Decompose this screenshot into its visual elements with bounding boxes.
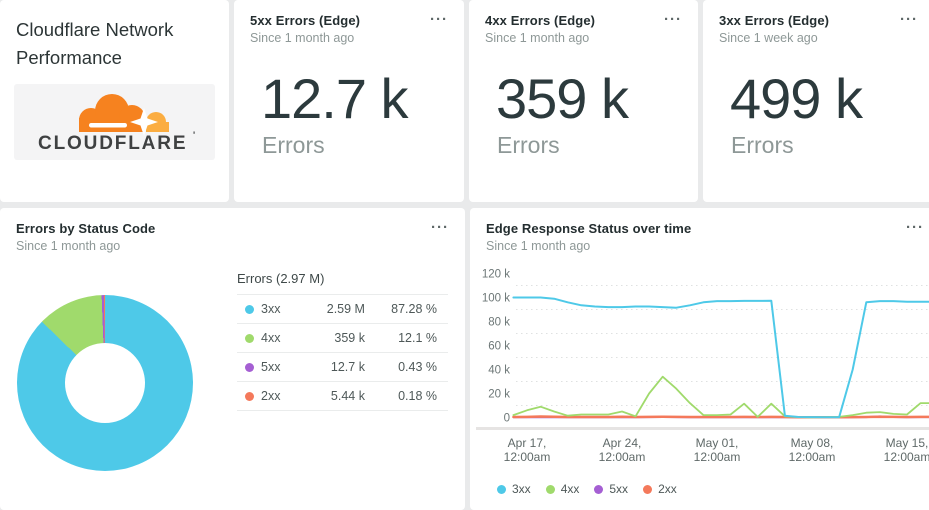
kpi-unit: Errors bbox=[731, 132, 794, 158]
page-title: Cloudflare Network Performance bbox=[16, 19, 174, 68]
table-title: Errors (2.97 M) bbox=[237, 271, 325, 286]
kpi-value: 359 k bbox=[496, 67, 629, 130]
x-axis-tick: Apr 17, bbox=[508, 436, 547, 450]
status-row-2xx[interactable]: 2xx 5.44 k 0.18 % bbox=[237, 382, 448, 411]
card-timeframe: Since 1 month ago bbox=[16, 239, 121, 253]
more-options-button[interactable]: ··· bbox=[900, 220, 924, 235]
legend-color-dot bbox=[643, 484, 653, 494]
x-axis-tick: 12:00am bbox=[504, 450, 551, 464]
legend-item-3xx[interactable]: 3xx bbox=[497, 482, 531, 496]
card-header: 5xx Errors (Edge) Since 1 month ago ··· bbox=[234, 0, 464, 45]
card-title: 4xx Errors (Edge) bbox=[485, 13, 596, 28]
card-header: 4xx Errors (Edge) Since 1 month ago ··· bbox=[469, 0, 698, 45]
card-timeframe: Since 1 month ago bbox=[485, 31, 590, 45]
more-options-button[interactable]: ··· bbox=[425, 220, 449, 235]
series-color-dot bbox=[245, 304, 254, 314]
y-axis-tick: 80 k bbox=[488, 317, 510, 329]
status-row-5xx[interactable]: 5xx 12.7 k 0.43 % bbox=[237, 353, 448, 382]
legend-item-2xx[interactable]: 2xx bbox=[643, 482, 677, 496]
status-row-3xx[interactable]: 3xx 2.59 M 87.28 % bbox=[237, 295, 448, 324]
series-line-3xx bbox=[512, 296, 929, 419]
more-options-button[interactable]: ··· bbox=[894, 12, 918, 27]
status-count: 359 k bbox=[334, 331, 365, 345]
status-table-rows: 3xx 2.59 M 87.28 % 4xx 359 k 12.1 % 5xx 12.7 k 0… bbox=[237, 294, 448, 411]
y-axis-tick: 0 bbox=[504, 413, 510, 425]
top-row: Cloudflare Network Performance bbox=[0, 0, 929, 202]
legend-label: 5xx bbox=[609, 482, 629, 496]
card-title: 3xx Errors (Edge) bbox=[719, 13, 830, 28]
series-color-dot bbox=[245, 333, 254, 343]
status-percent: 0.43 % bbox=[398, 360, 437, 374]
legend-label: 2xx bbox=[658, 482, 677, 496]
x-axis-tick: May 08, bbox=[791, 436, 834, 450]
status-count: 5.44 k bbox=[330, 389, 365, 403]
donut-chart[interactable] bbox=[17, 295, 193, 471]
kpi-value: 12.7 k bbox=[261, 67, 409, 130]
y-axis-tick: 120 k bbox=[482, 269, 510, 281]
more-options-button[interactable]: ··· bbox=[658, 12, 682, 27]
status-percent: 0.18 % bbox=[398, 389, 437, 403]
edge-response-status-card: Edge Response Status over time Since 1 m… bbox=[470, 208, 929, 510]
legend-color-dot bbox=[545, 484, 555, 494]
card-timeframe: Since 1 month ago bbox=[250, 31, 355, 45]
kpi-card-4xx-errors: 4xx Errors (Edge) Since 1 month ago ··· … bbox=[469, 0, 698, 202]
kpi-value: 499 k bbox=[730, 67, 863, 130]
cloudflare-cloud-icon: CLOUDFLARE ' bbox=[38, 94, 195, 154]
card-header: 3xx Errors (Edge) Since 1 week ago ··· bbox=[703, 0, 929, 45]
logo-mark: ' bbox=[193, 130, 195, 140]
status-label: 2xx bbox=[261, 389, 281, 403]
legend-color-dot bbox=[497, 484, 506, 494]
status-count: 12.7 k bbox=[330, 360, 365, 374]
card-timeframe: Since 1 month ago bbox=[486, 239, 591, 253]
card-header: Errors by Status Code Since 1 month ago … bbox=[0, 208, 465, 253]
legend-color-dot bbox=[594, 484, 604, 494]
series-color-dot bbox=[245, 362, 254, 372]
y-axis-tick: 100 k bbox=[482, 293, 510, 305]
x-axis-tick: 12:00am bbox=[694, 450, 741, 464]
kpi-card-3xx-errors: 3xx Errors (Edge) Since 1 week ago ··· 4… bbox=[703, 0, 929, 202]
card-title: Errors by Status Code bbox=[16, 221, 156, 236]
bottom-row: Errors by Status Code Since 1 month ago … bbox=[0, 208, 929, 510]
status-label: 3xx bbox=[261, 302, 281, 316]
status-label: 4xx bbox=[261, 331, 281, 345]
legend-item-5xx[interactable]: 5xx bbox=[594, 482, 628, 496]
status-count: 2.59 M bbox=[326, 302, 365, 316]
kpi-card-5xx-errors: 5xx Errors (Edge) Since 1 month ago ··· … bbox=[234, 0, 464, 202]
card-title: 5xx Errors (Edge) bbox=[250, 13, 361, 28]
x-axis-tick: Apr 24, bbox=[603, 436, 642, 450]
y-axis-tick: 60 k bbox=[488, 341, 510, 353]
x-axis-tick: 12:00am bbox=[789, 450, 836, 464]
legend-label: 4xx bbox=[560, 482, 580, 496]
x-axis-tick: 12:00am bbox=[599, 450, 646, 464]
logo-wordmark: CLOUDFLARE bbox=[38, 133, 188, 154]
kpi-unit: Errors bbox=[262, 132, 325, 158]
status-breakdown-table: Errors (2.97 M) 3xx 2.59 M 87.28 % 4xx 359 k… bbox=[237, 264, 448, 411]
kpi-unit: Errors bbox=[497, 132, 560, 158]
series-line-4xx bbox=[512, 375, 929, 419]
more-options-button[interactable]: ··· bbox=[424, 12, 448, 27]
y-axis-tick: 40 k bbox=[488, 365, 510, 377]
card-timeframe: Since 1 week ago bbox=[719, 31, 818, 45]
series-line-2xx bbox=[512, 415, 929, 419]
card-header: Edge Response Status over time Since 1 m… bbox=[470, 208, 929, 253]
status-percent: 87.28 % bbox=[391, 302, 437, 316]
legend-label: 3xx bbox=[512, 482, 531, 496]
x-axis-tick: May 01, bbox=[696, 436, 739, 450]
cloudflare-logo: CLOUDFLARE ' bbox=[14, 84, 215, 160]
y-axis-tick: 20 k bbox=[488, 389, 510, 401]
x-axis-tick: May 15, bbox=[886, 436, 929, 450]
x-axis-tick: 12:00am bbox=[884, 450, 929, 464]
legend-item-4xx[interactable]: 4xx bbox=[545, 482, 580, 496]
dashboard-title-card: Cloudflare Network Performance bbox=[0, 0, 229, 202]
series-color-dot bbox=[245, 391, 254, 401]
status-percent: 12.1 % bbox=[398, 331, 437, 345]
errors-by-status-code-card: Errors by Status Code Since 1 month ago … bbox=[0, 208, 465, 510]
status-label: 5xx bbox=[261, 360, 281, 374]
status-row-4xx[interactable]: 4xx 359 k 12.1 % bbox=[237, 324, 448, 353]
line-legend: 3xx 4xx 5xx 2xx bbox=[497, 482, 677, 496]
card-title: Edge Response Status over time bbox=[486, 221, 692, 236]
